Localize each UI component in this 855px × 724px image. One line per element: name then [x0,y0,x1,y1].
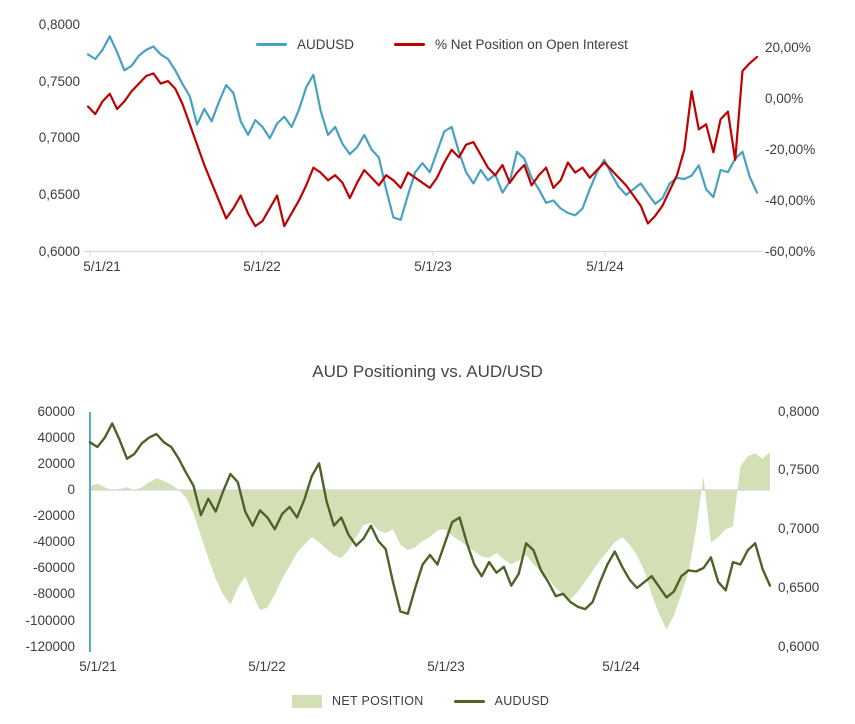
bottom-left-axis-tick: 20000 [37,455,75,471]
bottom-left-axis-tick: 60000 [37,403,75,419]
audusd-olive-line-swatch [453,699,485,703]
audusd-line-swatch [256,43,287,46]
top-right-axis-tick: 20,00% [765,40,811,55]
bottom-right-axis-tick: 0,6500 [778,579,820,595]
bottom-x-axis-tick: 5/1/23 [427,659,465,674]
bottom-left-axis-tick: 0 [67,482,75,498]
net-position-legend-label: % Net Position on Open Interest [435,37,628,52]
legend-item-net-position-pct: % Net Position on Open Interest [394,37,628,52]
audusd-bottom-legend-label: AUDUSD [494,694,550,708]
bottom-left-axis-tick: -20000 [32,508,75,524]
bottom-chart-title: AUD Positioning vs. AUD/USD [312,362,543,381]
top-right-axis-tick: -40,00% [765,192,816,208]
top-x-axis-tick: 5/1/23 [414,259,452,274]
top-left-axis-tick: 0,6000 [38,243,80,259]
bottom-right-axis-tick: 0,7000 [778,521,820,537]
bottom-right-axis-tick: 0,8000 [778,403,820,419]
legend-item-audusd: AUDUSD [256,37,354,52]
top-x-axis-tick: 5/1/22 [243,259,281,274]
bottom-chart-legend: NET POSITION AUDUSD [292,694,549,708]
top-x-axis-tick: 5/1/24 [586,259,624,274]
top-left-axis-tick: 0,7500 [38,73,80,89]
net-position-area-swatch [292,694,322,708]
top-right-axis-tick: 0,00% [765,90,804,106]
top-left-axis-tick: 0,7000 [38,130,80,146]
bottom-left-axis-tick: 40000 [37,429,75,445]
legend-item-net-position: NET POSITION [292,694,424,708]
top-left-axis-tick: 0,6500 [38,186,80,202]
top-chart-legend: AUDUSD % Net Position on Open Interest [256,37,628,52]
top-left-axis-tick: 0,8000 [38,17,80,32]
net-position-area-legend-label: NET POSITION [332,694,424,708]
legend-item-audusd-bottom: AUDUSD [453,694,550,708]
bottom-left-axis-tick: -60000 [32,560,75,576]
bottom-x-axis-tick: 5/1/21 [79,659,117,674]
top-x-axis-tick: 5/1/21 [83,259,121,274]
bottom-x-axis-tick: 5/1/22 [248,659,286,674]
bottom-left-axis-tick: -120000 [25,638,75,654]
bottom-right-axis-tick: 0,7500 [778,462,820,478]
top-right-axis-tick: -60,00% [765,243,816,259]
top-right-axis-tick: -20,00% [765,141,816,157]
audusd-legend-label: AUDUSD [297,37,355,52]
bottom-left-axis-tick: -40000 [32,534,75,550]
bottom-left-axis-tick: -100000 [25,612,75,628]
net-position-line-swatch [394,43,426,46]
bottom-x-axis-tick: 5/1/24 [602,659,640,674]
bottom-right-axis-tick: 0,6000 [778,638,820,654]
bottom-left-axis-tick: -80000 [32,586,75,602]
